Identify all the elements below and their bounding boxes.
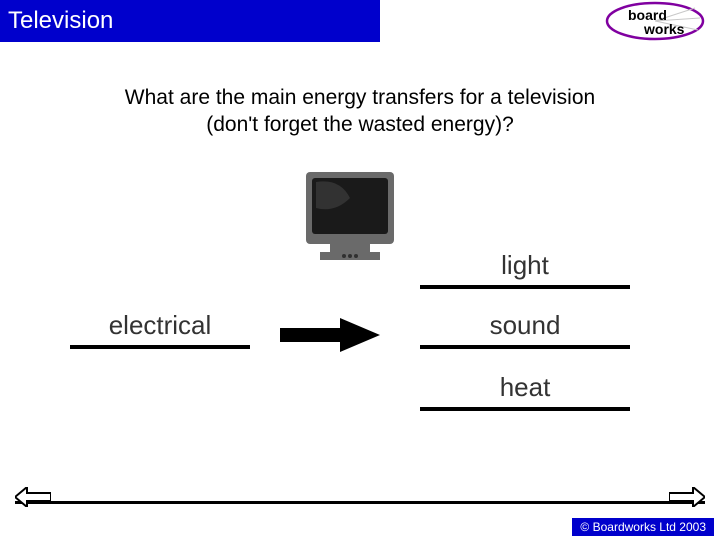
page-title: Television [8,7,113,35]
title-bar: Television [0,0,380,42]
next-button[interactable] [669,487,705,512]
energy-diagram: electrical light sound heat [0,150,720,470]
arrow-left-icon [15,487,51,507]
input-energy-label: electrical [70,310,250,349]
question-text: What are the main energy transfers for a… [0,84,720,139]
output-heat-label: heat [420,372,630,411]
boardworks-logo: board works [600,0,710,47]
logo-text-works: works [643,21,685,37]
output-light-label: light [420,250,630,289]
prev-button[interactable] [15,487,51,512]
arrow-right-icon [669,487,705,507]
nav-divider [15,501,705,504]
question-line-2: (don't forget the wasted energy)? [0,111,720,138]
header: Television board works [0,0,720,42]
transfer-arrow-icon [280,318,380,357]
television-icon [300,168,400,267]
copyright-badge: © Boardworks Ltd 2003 [572,518,714,536]
question-line-1: What are the main energy transfers for a… [0,84,720,111]
output-sound-label: sound [420,310,630,349]
